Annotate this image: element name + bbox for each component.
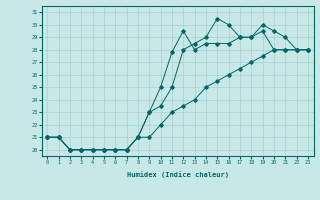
X-axis label: Humidex (Indice chaleur): Humidex (Indice chaleur) <box>127 171 228 178</box>
